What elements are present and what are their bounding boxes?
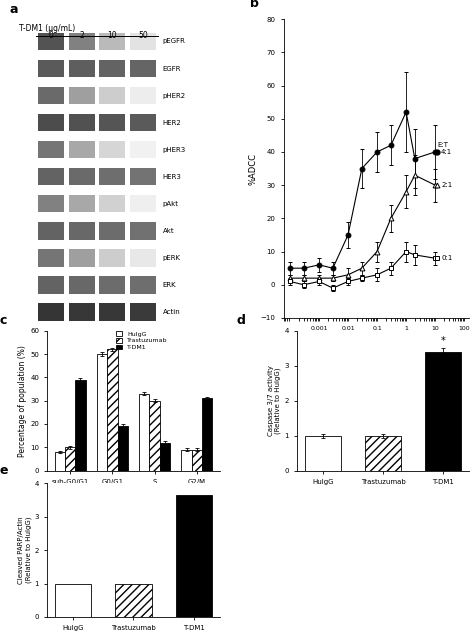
Bar [201,398,212,471]
FancyBboxPatch shape [38,114,64,131]
Y-axis label: Caspase 3/7 activity
(Relative to HuIgG): Caspase 3/7 activity (Relative to HuIgG) [268,365,282,436]
Text: E:T: E:T [438,142,448,148]
Text: pEGFR: pEGFR [163,39,185,45]
FancyBboxPatch shape [130,195,156,212]
FancyBboxPatch shape [130,114,156,131]
Text: 2: 2 [80,31,84,40]
Bar [425,352,461,471]
Y-axis label: %ADCC: %ADCC [248,153,257,184]
FancyBboxPatch shape [130,87,156,104]
Bar [365,436,401,471]
FancyBboxPatch shape [38,60,64,77]
FancyBboxPatch shape [69,87,95,104]
FancyBboxPatch shape [38,222,64,240]
FancyBboxPatch shape [99,33,126,50]
FancyBboxPatch shape [99,249,126,266]
Text: Akt: Akt [163,228,174,234]
Text: e: e [0,464,8,477]
Text: HER3: HER3 [163,174,182,180]
FancyBboxPatch shape [99,114,126,131]
Bar [182,450,191,471]
Text: EGFR: EGFR [163,66,181,72]
FancyBboxPatch shape [38,249,64,266]
Text: ERK: ERK [163,282,176,288]
FancyBboxPatch shape [130,33,156,50]
Bar [149,401,160,471]
Bar [55,452,65,471]
FancyBboxPatch shape [130,60,156,77]
FancyBboxPatch shape [69,141,95,158]
Text: d: d [237,314,246,326]
FancyBboxPatch shape [38,141,64,158]
Text: *: * [441,336,446,347]
Text: 50: 50 [138,31,148,40]
Bar [139,394,149,471]
Bar [305,436,341,471]
FancyBboxPatch shape [99,222,126,240]
Text: pHER3: pHER3 [163,147,186,153]
Text: a: a [10,3,18,16]
FancyBboxPatch shape [99,168,126,186]
Text: Actin: Actin [163,309,180,315]
FancyBboxPatch shape [99,141,126,158]
Bar [55,584,91,617]
Text: c: c [0,314,7,326]
Legend: HuIgG, Trastuzumab, T-DM1: HuIgG, Trastuzumab, T-DM1 [116,331,168,350]
FancyBboxPatch shape [130,276,156,294]
FancyBboxPatch shape [69,303,95,321]
FancyBboxPatch shape [130,303,156,321]
FancyBboxPatch shape [130,141,156,158]
FancyBboxPatch shape [38,195,64,212]
Text: 2:1: 2:1 [441,182,452,188]
Text: pAkt: pAkt [163,201,179,207]
Bar [160,443,170,471]
FancyBboxPatch shape [38,33,64,50]
Text: T-DM1 (μg/mL): T-DM1 (μg/mL) [18,24,75,32]
FancyBboxPatch shape [130,222,156,240]
FancyBboxPatch shape [99,60,126,77]
FancyBboxPatch shape [99,195,126,212]
Bar [108,349,118,471]
FancyBboxPatch shape [99,276,126,294]
Bar [75,380,85,471]
Text: b: b [250,0,259,10]
FancyBboxPatch shape [38,303,64,321]
FancyBboxPatch shape [69,114,95,131]
FancyBboxPatch shape [69,60,95,77]
Y-axis label: Percentage of population (%): Percentage of population (%) [18,345,27,457]
Text: HER2: HER2 [163,120,181,126]
Bar [176,495,212,617]
FancyBboxPatch shape [38,276,64,294]
FancyBboxPatch shape [69,276,95,294]
FancyBboxPatch shape [69,168,95,186]
Bar [97,354,108,471]
Text: pERK: pERK [163,255,181,261]
Text: 0:1: 0:1 [441,255,452,261]
FancyBboxPatch shape [130,168,156,186]
X-axis label: T-DM1 (μg/mL): T-DM1 (μg/mL) [346,334,407,343]
FancyBboxPatch shape [38,87,64,104]
FancyBboxPatch shape [99,87,126,104]
FancyBboxPatch shape [69,249,95,266]
FancyBboxPatch shape [130,249,156,266]
Text: 10: 10 [108,31,117,40]
Text: pHER2: pHER2 [163,93,186,99]
FancyBboxPatch shape [69,33,95,50]
FancyBboxPatch shape [38,168,64,186]
Text: 0: 0 [49,31,54,40]
Text: 4:1: 4:1 [441,149,452,155]
Bar [116,584,152,617]
FancyBboxPatch shape [69,195,95,212]
Bar [65,447,75,471]
FancyBboxPatch shape [99,303,126,321]
Y-axis label: Cleaved PARP/Actin
(Relative to HuIgG): Cleaved PARP/Actin (Relative to HuIgG) [18,516,32,584]
Bar [191,450,201,471]
Bar [118,426,128,471]
FancyBboxPatch shape [69,222,95,240]
